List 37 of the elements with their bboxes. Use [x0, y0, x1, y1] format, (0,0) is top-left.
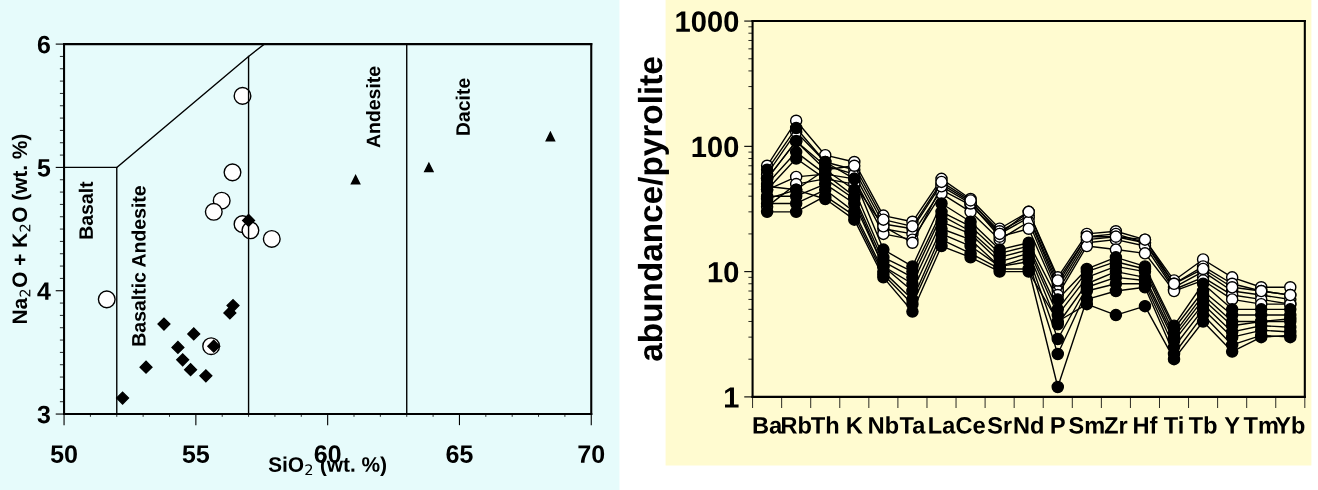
y-tick-label: 1000	[676, 11, 739, 32]
x-tick-label: Sr	[987, 416, 1012, 434]
x-tick-label: Y	[1224, 417, 1240, 434]
x-tick-label: Rb	[782, 416, 811, 434]
x-tick-label: P	[1051, 417, 1065, 434]
annotation: Basalt	[78, 181, 93, 239]
x-tick-label: Zr	[1104, 417, 1128, 434]
y-tick-label: 1	[725, 387, 739, 408]
x-tick-label: Yb	[1275, 416, 1305, 434]
x-tick-label: 65	[446, 445, 473, 463]
x-tick-label: Hf	[1134, 416, 1158, 434]
x-tick-label: Ti	[1164, 416, 1183, 434]
x-tick-label: 55	[182, 445, 210, 463]
x-tick-label: Tb	[1188, 416, 1217, 434]
x-tick-label: Nb	[869, 416, 899, 434]
x-tick-label: Sm	[1069, 416, 1104, 434]
y-tick-label: 6	[37, 35, 50, 54]
x-tick-label: 50	[50, 445, 77, 463]
x-tick-label: Tm	[1243, 417, 1278, 434]
y-tick-label: 100	[692, 136, 739, 158]
x-tick-label: Th	[811, 416, 839, 434]
x-tick-label: Ta	[899, 417, 926, 434]
annotation: Dacite	[455, 78, 470, 135]
x-tick-label: Nd	[1014, 416, 1043, 434]
annotation: Andesite	[366, 66, 381, 148]
x-tick-label: 70	[578, 445, 605, 463]
annotation: Basaltic Andesite	[131, 186, 146, 346]
y-tick-label: 5	[37, 159, 51, 177]
y-axis-title: abundance/pyrolite	[637, 57, 669, 361]
y-axis-title: Na$_{2}$O + K$_{2}$O (wt. %)	[11, 134, 32, 324]
x-tick-label: Ce	[956, 416, 985, 434]
x-tick-label: Ba	[753, 417, 783, 434]
x-tick-label: La	[929, 417, 956, 434]
y-tick-label: 4	[37, 282, 51, 300]
y-tick-label: 3	[37, 405, 50, 424]
y-tick-label: 10	[708, 261, 739, 283]
x-tick-label: K	[847, 417, 863, 434]
